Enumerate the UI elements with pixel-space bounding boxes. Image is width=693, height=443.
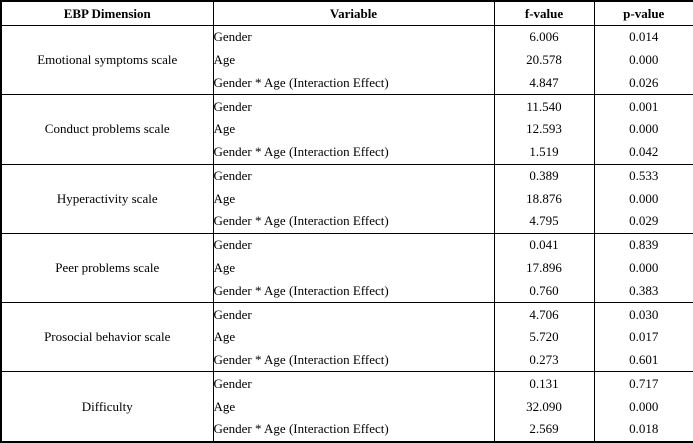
table-row: Gender * Age (Interaction Effect) 4.847 …	[1, 71, 693, 95]
variable-cell: Gender * Age (Interaction Effect)	[212, 71, 495, 95]
table-row: Age 5.720 0.017	[1, 325, 693, 349]
table-row: Conduct problems scale Gender 11.540 0.0…	[0, 94, 693, 165]
table-row: Gender * Age (Interaction Effect) 2.569 …	[1, 417, 693, 442]
table-row: Age 12.593 0.000	[1, 118, 693, 141]
f-value-cell: 32.090	[493, 395, 595, 418]
header-row: EBP Dimension Variable f-value p-value	[0, 1, 693, 26]
table-row: Gender * Age (Interaction Effect) 0.273 …	[1, 348, 693, 372]
f-value-cell: 0.389	[493, 163, 595, 188]
dimension-cell: Conduct problems scale	[0, 94, 214, 165]
variable-cell: Age	[212, 325, 495, 349]
variable-cell: Gender * Age (Interaction Effect)	[212, 210, 495, 234]
header-f-value: f-value	[493, 1, 595, 26]
p-value-cell: 0.000	[593, 187, 693, 211]
variable-cell: Gender	[212, 232, 495, 257]
table-row: Prosocial behavior scale Gender 4.706 0.…	[0, 302, 693, 372]
variable-cell: Age	[212, 395, 495, 418]
variable-cell: Gender	[212, 24, 495, 49]
f-value-cell: 0.273	[493, 348, 595, 372]
p-value-cell: 0.000	[593, 256, 693, 280]
p-value-cell: 0.533	[593, 163, 693, 188]
f-value-cell: 6.006	[493, 24, 595, 49]
dimension-cell: Peer problems scale	[0, 232, 214, 303]
f-value-cell: 11.540	[493, 94, 595, 119]
f-value-cell: 4.706	[493, 302, 595, 326]
header-variable: Variable	[212, 1, 495, 26]
p-value-cell: 0.001	[593, 94, 693, 119]
f-value-cell: 1.519	[493, 140, 595, 165]
p-value-cell: 0.000	[593, 48, 693, 72]
variable-cell: Age	[212, 48, 495, 72]
f-value-cell: 0.041	[493, 232, 595, 257]
f-value-cell: 17.896	[493, 256, 595, 280]
dimension-cell: Prosocial behavior scale	[0, 302, 214, 372]
p-value-cell: 0.018	[593, 417, 693, 442]
f-value-cell: 18.876	[493, 187, 595, 211]
table-row: Gender * Age (Interaction Effect) 1.519 …	[1, 140, 693, 165]
p-value-cell: 0.717	[593, 371, 693, 396]
p-value-cell: 0.601	[593, 348, 693, 372]
table-row: Gender * Age (Interaction Effect) 0.760 …	[1, 279, 693, 303]
f-value-cell: 2.569	[493, 417, 595, 442]
table-row: Difficulty Gender 0.131 0.717	[0, 371, 693, 442]
f-value-cell: 4.847	[493, 71, 595, 95]
table-row: Hyperactivity scale Gender 0.389 0.533	[0, 163, 693, 234]
p-value-cell: 0.014	[593, 24, 693, 49]
p-value-cell: 0.026	[593, 71, 693, 95]
header-ebp-dimension: EBP Dimension	[0, 1, 214, 26]
table-row: Age 20.578 0.000	[1, 48, 693, 72]
p-value-cell: 0.000	[593, 118, 693, 141]
p-value-cell: 0.383	[593, 279, 693, 303]
header-p-value: p-value	[593, 1, 693, 26]
table-row: Age 17.896 0.000	[1, 256, 693, 280]
variable-cell: Age	[212, 118, 495, 141]
table-row: Emotional symptoms scale Gender 6.006 0.…	[0, 24, 693, 95]
f-value-cell: 20.578	[493, 48, 595, 72]
variable-cell: Gender * Age (Interaction Effect)	[212, 140, 495, 165]
p-value-cell: 0.017	[593, 325, 693, 349]
f-value-cell: 5.720	[493, 325, 595, 349]
f-value-cell: 4.795	[493, 210, 595, 234]
table-row: Gender * Age (Interaction Effect) 4.795 …	[1, 210, 693, 234]
variable-cell: Gender	[212, 371, 495, 396]
p-value-cell: 0.839	[593, 232, 693, 257]
dimension-cell: Difficulty	[0, 371, 214, 442]
table-row: Peer problems scale Gender 0.041 0.839	[0, 232, 693, 303]
variable-cell: Age	[212, 256, 495, 280]
f-value-cell: 0.131	[493, 371, 595, 396]
dimension-cell: Hyperactivity scale	[0, 163, 214, 234]
p-value-cell: 0.030	[593, 302, 693, 326]
f-value-cell: 0.760	[493, 279, 595, 303]
variable-cell: Gender	[212, 302, 495, 326]
p-value-cell: 0.042	[593, 140, 693, 165]
p-value-cell: 0.029	[593, 210, 693, 234]
dimension-cell: Emotional symptoms scale	[0, 24, 214, 95]
p-value-cell: 0.000	[593, 395, 693, 418]
variable-cell: Age	[212, 187, 495, 211]
table-row: Age 18.876 0.000	[1, 187, 693, 211]
variable-cell: Gender	[212, 163, 495, 188]
variable-cell: Gender * Age (Interaction Effect)	[212, 348, 495, 372]
table-row: Age 32.090 0.000	[1, 395, 693, 418]
variable-cell: Gender	[212, 94, 495, 119]
variable-cell: Gender * Age (Interaction Effect)	[212, 417, 495, 442]
f-value-cell: 12.593	[493, 118, 595, 141]
variable-cell: Gender * Age (Interaction Effect)	[212, 279, 495, 303]
